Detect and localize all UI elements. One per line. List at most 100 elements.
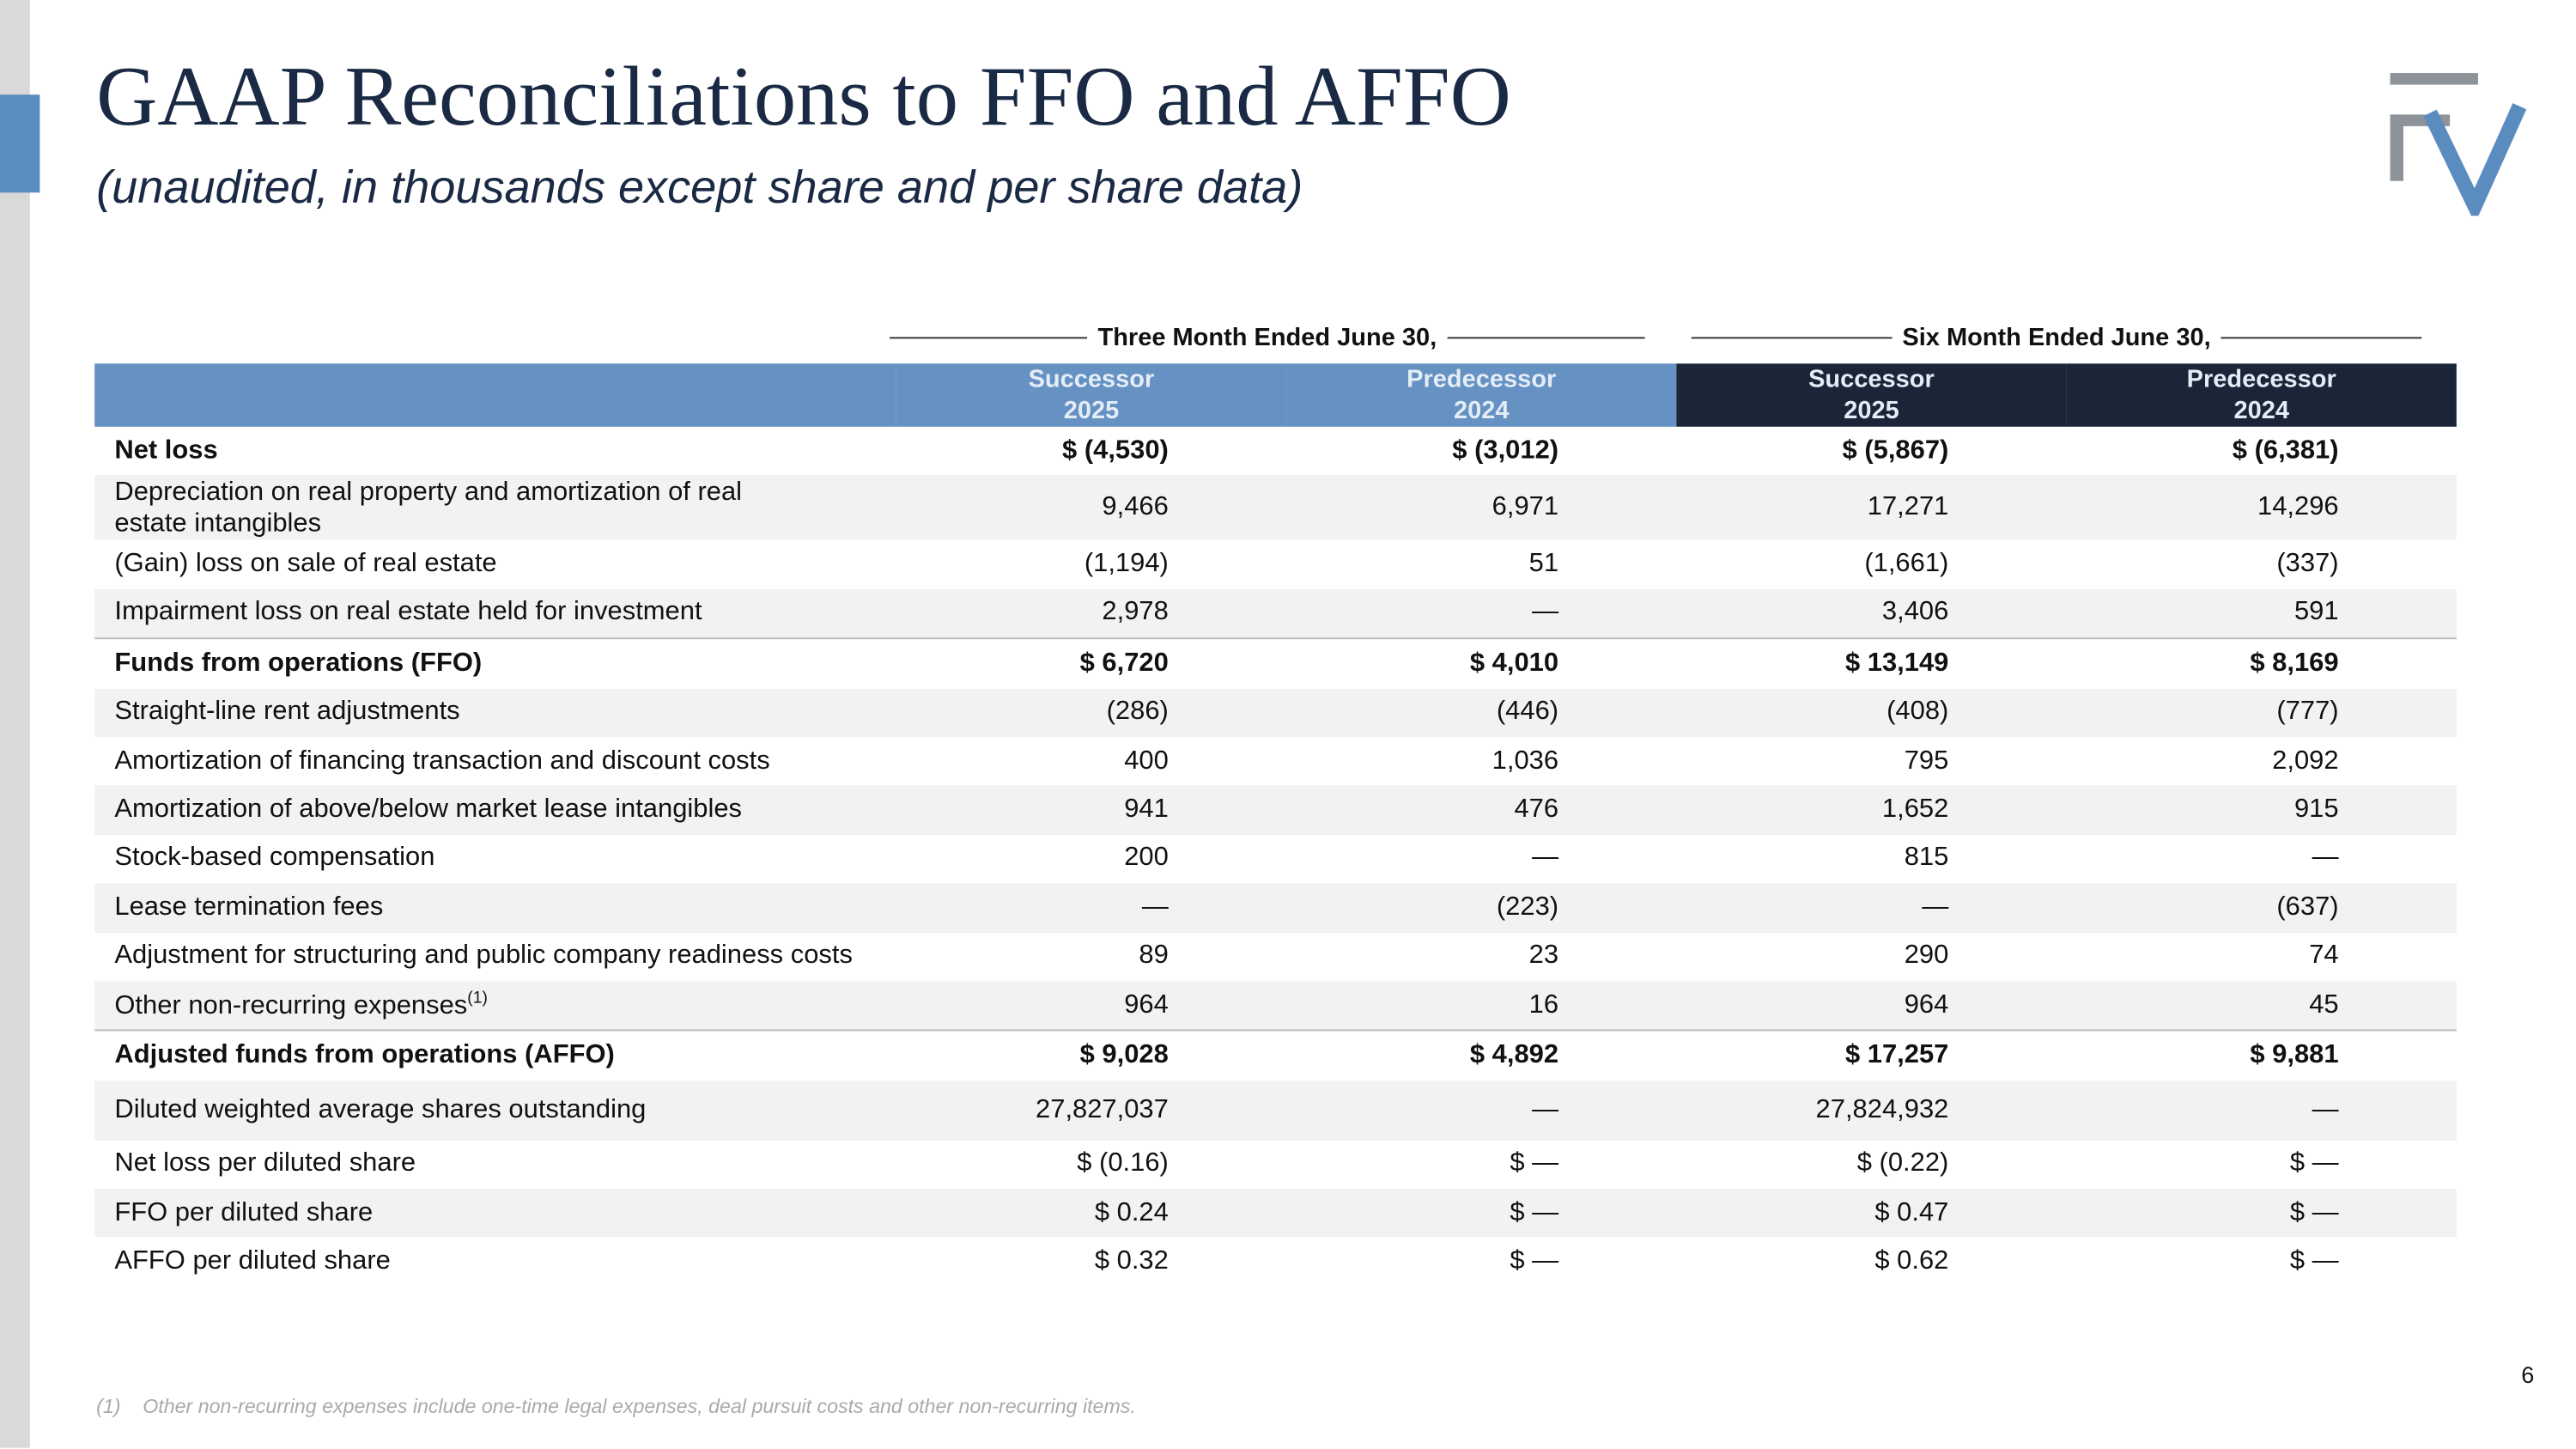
header-cell: Successor 2025 xyxy=(896,363,1287,427)
cell-value: $ — xyxy=(1510,1149,1559,1178)
row-label-text: Straight-line rent adjustments xyxy=(114,697,896,728)
row-label: Amortization of above/below market lease… xyxy=(94,786,896,835)
cell-value: $ 0.32 xyxy=(1094,1246,1169,1275)
table-row: Funds from operations (FFO) $ 6,720 $ 4,01… xyxy=(94,637,2457,689)
cell-value: $ (3,012) xyxy=(1452,435,1559,465)
cell-value: 6,971 xyxy=(1492,492,1559,521)
header-cell: Successor 2025 xyxy=(1676,363,2067,427)
footnote-text: Other non-recurring expenses include one… xyxy=(143,1394,1136,1418)
table-row: Diluted weighted average shares outstand… xyxy=(94,1080,2457,1141)
row-label-main: Straight-line rent adjustments xyxy=(114,697,460,727)
cell-value: $ — xyxy=(1510,1198,1559,1227)
cell-value: 9,466 xyxy=(1102,492,1169,521)
row-label: Amortization of financing transaction an… xyxy=(94,737,896,786)
rule-line xyxy=(1691,336,1893,338)
table-row: Adjustment for structuring and public co… xyxy=(94,932,2457,981)
row-label-text: Amortization of financing transaction an… xyxy=(114,746,896,776)
row-label-text: Funds from operations (FFO) xyxy=(114,649,896,679)
cell-value: — xyxy=(2312,843,2339,873)
column-label: Successor xyxy=(1028,365,1155,394)
cell-value: 1,652 xyxy=(1881,795,1949,824)
cell-value: 51 xyxy=(1528,549,1559,578)
row-label-line: Depreciation on real property and amorti… xyxy=(114,478,743,507)
cell-value: 964 xyxy=(1124,990,1169,1020)
cell-value: (1,661) xyxy=(1864,549,1949,578)
row-label: Diluted weighted average shares outstand… xyxy=(94,1081,896,1141)
row-label-text: Other non-recurring expenses(1) xyxy=(114,989,896,1021)
row-label-main: Net loss per diluted share xyxy=(114,1149,416,1178)
rule-line xyxy=(2221,336,2422,338)
column-group-label: Three Month Ended June 30, xyxy=(1097,322,1437,351)
cell-value: $ 9,881 xyxy=(2250,1040,2339,1069)
row-label-main: Stock-based compensation xyxy=(114,843,435,873)
row-label-main: Amortization of above/below market lease… xyxy=(114,795,743,824)
cell-value: — xyxy=(1141,892,1169,922)
row-label-main: Other non-recurring expenses xyxy=(114,991,468,1020)
cell-value: (408) xyxy=(1886,697,1949,727)
cell-value: $ (0.22) xyxy=(1856,1149,1949,1178)
rule-line xyxy=(890,336,1088,338)
column-label: Predecessor xyxy=(1406,365,1557,394)
cell-value: 591 xyxy=(2293,598,2339,627)
row-label: Impairment loss on real estate held for … xyxy=(94,589,896,638)
table-row: Amortization of financing transaction an… xyxy=(94,737,2457,786)
subtitle: (unaudited, in thousands except share an… xyxy=(96,161,1303,213)
cell-value: — xyxy=(1922,892,1949,922)
cell-value: 795 xyxy=(1904,746,1949,776)
column-groups: Three Month Ended June 30, Six Month Ende… xyxy=(879,320,2456,354)
table-row: AFFO per diluted share $ 0.32 $ — $ 0.62 $ — xyxy=(94,1238,2457,1287)
row-label: (Gain) loss on sale of real estate xyxy=(94,540,896,589)
row-label-main: AFFO per diluted share xyxy=(114,1246,391,1275)
cell-value: $ — xyxy=(2289,1198,2339,1227)
cell-value: (337) xyxy=(2276,549,2339,578)
table-row: Net loss per diluted share $ (0.16) $ — $ (… xyxy=(94,1140,2457,1189)
row-label-text: Stock-based compensation xyxy=(114,844,896,874)
row-label: Net loss xyxy=(94,427,896,476)
cell-value: — xyxy=(1532,843,1559,873)
row-label: AFFO per diluted share xyxy=(94,1238,896,1287)
row-label-text: Adjusted funds from operations (AFFO) xyxy=(114,1041,896,1071)
page-number: 6 xyxy=(2521,1361,2535,1388)
row-label: Other non-recurring expenses(1) xyxy=(94,981,896,1030)
row-label-text: Net loss xyxy=(114,436,896,466)
column-group-label: Six Month Ended June 30, xyxy=(1902,322,2211,351)
accent-block xyxy=(0,94,40,193)
row-label-text: Net loss per diluted share xyxy=(114,1149,896,1179)
cell-value: $ 4,892 xyxy=(1469,1040,1559,1069)
row-label-main: Funds from operations (FFO) xyxy=(114,648,483,678)
cell-value: 27,824,932 xyxy=(1815,1095,1949,1124)
cell-value: (1,194) xyxy=(1084,549,1169,578)
cell-value: (223) xyxy=(1496,892,1559,922)
column-group: Six Month Ended June 30, xyxy=(1681,320,2432,354)
cell-value: 74 xyxy=(2309,941,2339,971)
cell-value: $ (6,381) xyxy=(2232,435,2339,465)
cell-value: — xyxy=(2312,1095,2339,1124)
table-row: Adjusted funds from operations (AFFO) $ 9… xyxy=(94,1030,2457,1081)
row-label: Lease termination fees xyxy=(94,884,896,933)
cell-value: $ 13,149 xyxy=(1844,648,1949,678)
cell-value: $ 0.24 xyxy=(1094,1198,1169,1227)
row-label-main: Net loss xyxy=(114,435,218,465)
table-row: FFO per diluted share $ 0.24 $ — $ 0.47 $ — xyxy=(94,1189,2457,1238)
row-label-text: FFO per diluted share xyxy=(114,1198,896,1228)
table: Successor 2025 Predecessor 2024 Successor 202… xyxy=(94,363,2457,1286)
column-group: Three Month Ended June 30, xyxy=(879,320,1655,354)
cell-value: 89 xyxy=(1139,941,1169,971)
row-label-text: Amortization of above/below market lease… xyxy=(114,795,896,825)
cell-value: $ 6,720 xyxy=(1079,648,1169,678)
cell-value: $ (0.16) xyxy=(1077,1149,1169,1178)
cell-value: — xyxy=(1532,1095,1559,1124)
cell-value: $ — xyxy=(2289,1149,2339,1178)
row-label: FFO per diluted share xyxy=(94,1189,896,1238)
cell-value: $ 4,010 xyxy=(1469,648,1559,678)
cell-value: 14,296 xyxy=(2257,492,2339,521)
header-cell xyxy=(94,363,896,427)
table-row: Other non-recurring expenses(1) 964 16 964 4… xyxy=(94,981,2457,1031)
cell-value: 1,036 xyxy=(1492,746,1559,776)
cell-value: 2,092 xyxy=(2272,746,2339,776)
row-label-main: Adjusted funds from operations (AFFO) xyxy=(114,1040,615,1069)
side-bar xyxy=(0,0,30,1448)
cell-value: 16 xyxy=(1528,990,1559,1020)
cell-value: 17,271 xyxy=(1867,492,1949,521)
